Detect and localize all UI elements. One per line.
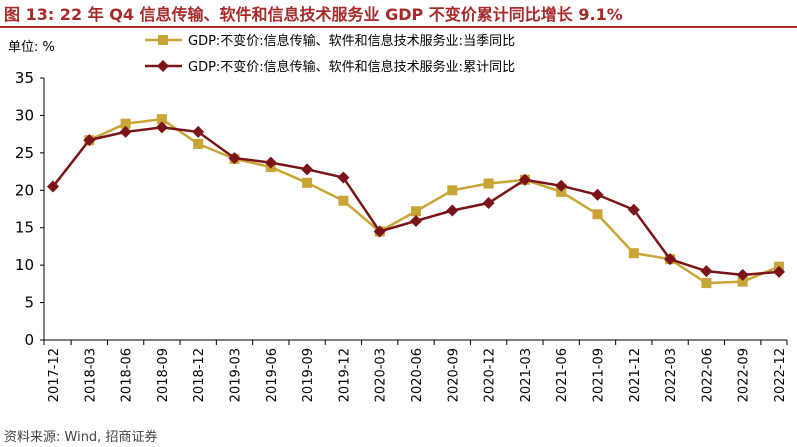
y-tick-label: 10 (15, 256, 34, 274)
y-tick-label: 25 (15, 144, 34, 162)
point-marker-diamond (47, 180, 59, 193)
point-marker-diamond (83, 134, 96, 147)
x-tick-label: 2018-09 (156, 348, 171, 402)
point-marker-square (156, 114, 167, 125)
series-line-1 (88, 117, 780, 285)
title-rule (0, 26, 797, 28)
x-tick-label: 2019-12 (337, 348, 352, 402)
x-tick-label: 2022-12 (773, 348, 788, 402)
point-marker-diamond (119, 125, 132, 138)
point-marker-diamond (555, 179, 568, 192)
point-marker-diamond (627, 203, 640, 216)
x-tick-label: 2019-06 (265, 348, 280, 402)
point-marker-diamond (700, 265, 713, 278)
point-marker-diamond (736, 268, 749, 281)
chart-title: 图 13: 22 年 Q4 信息传输、软件和信息技术服务业 GDP 不变价累计同… (4, 5, 623, 24)
point-marker-square (592, 209, 603, 220)
point-marker-diamond (337, 171, 350, 184)
x-tick-label: 2021-09 (592, 348, 607, 402)
y-tick-label: 35 (15, 69, 34, 87)
x-tick-label: 2022-09 (737, 348, 752, 402)
point-marker-diamond (192, 125, 205, 138)
x-tick-label: 2018-12 (192, 348, 207, 402)
point-marker-diamond (446, 204, 459, 217)
axes: 0 5 10 15 20 25 30 35 2017-12 2018-03 2018-06 2018-… (15, 69, 788, 402)
x-tick-label: 2020-12 (483, 348, 498, 402)
point-marker-square (447, 185, 458, 196)
point-marker-diamond (264, 156, 277, 169)
legend: GDP:不变价:信息传输、软件和信息技术服务业:当季同比 GDP:不变价:信息传输… (145, 33, 515, 75)
point-marker-square (628, 248, 639, 259)
x-tick-label: 2019-03 (229, 348, 244, 402)
x-tick-label: 2021-12 (628, 348, 643, 402)
series-line-2 (52, 126, 780, 277)
source-note: 资料来源: Wind, 招商证券 (4, 430, 158, 445)
point-marker-diamond (664, 253, 677, 266)
unit-label: 单位: % (8, 40, 55, 55)
y-tick-label: 5 (24, 294, 34, 312)
y-tick-label: 20 (15, 181, 34, 199)
y-tick-label: 30 (15, 106, 34, 124)
point-marker-diamond (482, 197, 495, 210)
x-tick-label: 2018-03 (83, 348, 98, 402)
point-marker-diamond (518, 173, 531, 186)
x-tick-label: 2022-06 (700, 348, 715, 402)
legend-marker-diamond (157, 60, 169, 72)
point-marker-square (193, 138, 204, 149)
point-marker-diamond (410, 214, 422, 227)
y-tick-label: 15 (15, 219, 34, 237)
point-marker-diamond (301, 163, 314, 176)
point-marker-square (483, 178, 494, 189)
point-marker-square (338, 195, 349, 206)
x-tick-label: 2018-06 (120, 348, 135, 402)
series-layer (47, 114, 785, 289)
x-tick-label: 2021-03 (519, 348, 534, 402)
x-tick-label: 2020-09 (446, 348, 461, 402)
point-marker-diamond (155, 121, 168, 134)
point-marker-diamond (773, 265, 785, 278)
legend-label-1: GDP:不变价:信息传输、软件和信息技术服务业:当季同比 (188, 33, 515, 49)
x-tick-label: 2022-03 (664, 348, 679, 402)
x-tick-label: 2020-03 (374, 348, 389, 402)
point-marker-square (737, 276, 748, 287)
x-tick-label: 2021-06 (555, 348, 570, 402)
point-marker-square (701, 278, 712, 289)
legend-label-2: GDP:不变价:信息传输、软件和信息技术服务业:累计同比 (188, 59, 515, 75)
x-tick-label: 2017-12 (47, 348, 62, 402)
point-marker-diamond (373, 225, 386, 238)
point-marker-diamond (591, 188, 604, 201)
x-tick-label: 2019-09 (301, 348, 316, 402)
point-marker-diamond (228, 152, 241, 165)
point-marker-square (302, 177, 313, 188)
x-tick-label: 2020-06 (410, 348, 425, 402)
y-tick-label: 0 (24, 331, 34, 349)
point-marker-square (120, 118, 131, 129)
point-marker-square (411, 206, 421, 217)
legend-marker-square (158, 35, 168, 45)
